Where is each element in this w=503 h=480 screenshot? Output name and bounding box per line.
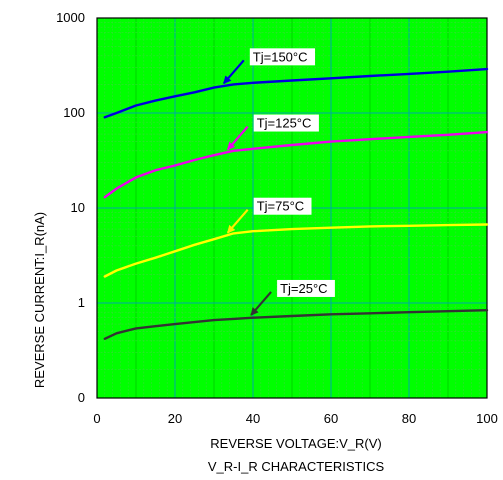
y-tick-label: 0 xyxy=(78,390,85,405)
y-tick-label: 1000 xyxy=(56,10,85,25)
series-line xyxy=(103,130,489,199)
annotation-label-bg xyxy=(277,279,335,297)
annotation-label: Tj=75°C xyxy=(257,199,304,214)
annotation-arrow xyxy=(226,125,249,151)
series-line xyxy=(103,309,489,340)
plot-frame xyxy=(96,17,488,399)
x-tick-labels: 0 20 40 60 80 100 xyxy=(93,411,497,426)
y-tick-label: 1 xyxy=(78,295,85,310)
x-tick-label: 0 xyxy=(93,411,100,426)
annotation-arrow xyxy=(222,59,245,85)
x-tick-label: 80 xyxy=(402,411,416,426)
annotation-arrow xyxy=(250,291,272,316)
x-axis-label: REVERSE VOLTAGE:V_R(V) xyxy=(210,436,381,451)
x-tick-label: 100 xyxy=(476,411,498,426)
x-tick-label: 40 xyxy=(246,411,260,426)
annotation-label: Tj=150°C xyxy=(253,49,308,64)
y-tick-label: 100 xyxy=(63,105,85,120)
annotation-label: Tj=125°C xyxy=(257,116,312,131)
chart-caption: V_R-I_R CHARACTERISTICS xyxy=(208,459,385,474)
x-tick-label: 20 xyxy=(168,411,182,426)
x-tick-label: 60 xyxy=(324,411,338,426)
series-annotations: Tj=150°C Tj=125°C Tj=75°C Tj=25°C xyxy=(222,48,335,316)
y-axis-label: REVERSE CURRENT:I_R(nA) xyxy=(32,212,47,388)
y-tick-labels: 0 1 10 100 1000 xyxy=(56,10,85,405)
y-tick-label: 10 xyxy=(71,200,85,215)
series-line xyxy=(103,67,489,119)
annotation-label: Tj=25°C xyxy=(280,281,327,296)
annotation-label-bg xyxy=(253,114,319,132)
annotation-arrow xyxy=(226,208,249,234)
annotation-label-bg xyxy=(253,197,312,215)
annotation-label-bg xyxy=(249,48,315,66)
